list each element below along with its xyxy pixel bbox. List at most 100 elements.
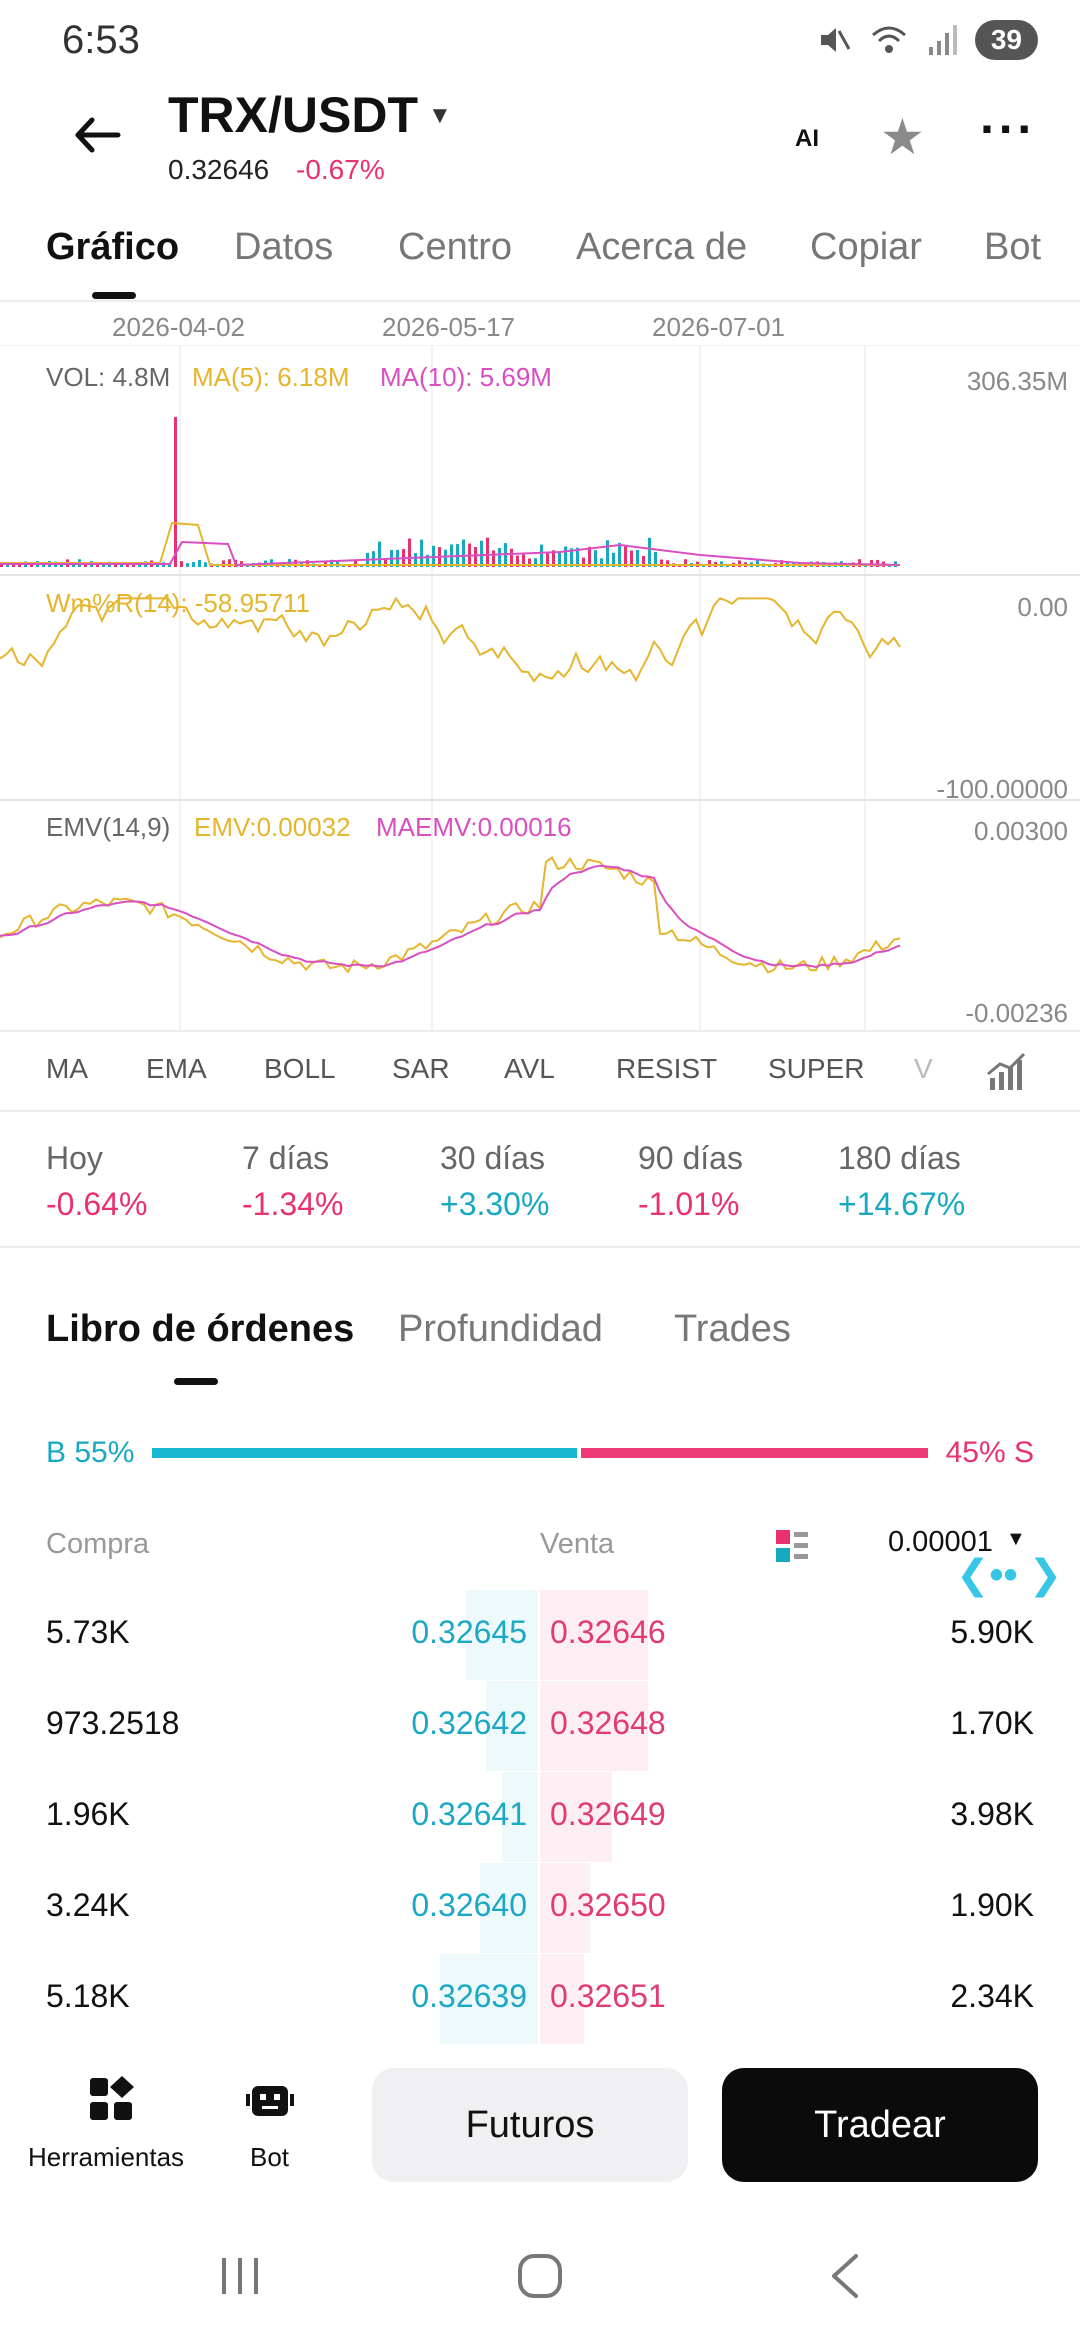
ask-depth-bar (540, 1954, 584, 2044)
back-arrow-icon[interactable] (68, 110, 128, 160)
table-row[interactable]: 973.2518 0.32642 0.32648 1.70K (0, 1681, 1080, 1771)
recent-apps-icon[interactable] (218, 2254, 262, 2298)
vol-axis-max: 306.35M (966, 366, 1068, 396)
tab-trades[interactable]: Trades (674, 1308, 791, 1350)
ask-price[interactable]: 0.32648 (550, 1705, 666, 1741)
volume-bar (708, 560, 711, 567)
bid-price[interactable]: 0.32645 (411, 1614, 527, 1650)
perf-value-7d: -1.34% (242, 1186, 344, 1222)
divider (0, 1110, 1080, 1112)
table-row[interactable]: 1.96K 0.32641 0.32649 3.98K (0, 1772, 1080, 1862)
indicator-v[interactable]: V (914, 1053, 933, 1084)
home-icon[interactable] (516, 2252, 564, 2300)
tab-bot[interactable]: Bot (984, 226, 1042, 268)
tab-grafico[interactable]: Gráfico (46, 226, 180, 268)
pair-selector[interactable]: TRX/USDT (168, 87, 418, 143)
indicator-ma[interactable]: MA (46, 1053, 88, 1084)
volume-bar (222, 560, 225, 567)
volume-bar (570, 548, 573, 567)
volume-bar (180, 561, 183, 567)
volume-bar (384, 558, 387, 567)
volume-bar (324, 560, 327, 567)
perf-label-30d: 30 días (440, 1140, 545, 1176)
indicator-super[interactable]: SUPER (768, 1053, 865, 1084)
tab-datos[interactable]: Datos (234, 226, 334, 268)
ask-price[interactable]: 0.32649 (550, 1796, 666, 1832)
volume-bar (576, 547, 579, 567)
volume-bar (546, 552, 549, 567)
volume-bar (588, 546, 591, 567)
tools-label[interactable]: Herramientas (28, 2142, 185, 2172)
divider (0, 1030, 1080, 1032)
bot-icon[interactable] (246, 2080, 294, 2120)
volume-bar (552, 550, 555, 567)
ask-price[interactable]: 0.32650 (550, 1887, 666, 1923)
bid-price[interactable]: 0.32640 (411, 1887, 527, 1923)
tab-centro[interactable]: Centro (398, 226, 513, 268)
table-row[interactable]: 5.73K 0.32645 0.32646 5.90K (0, 1590, 1080, 1680)
caret-down-icon[interactable]: ▼ (428, 102, 452, 129)
volume-bar (30, 563, 33, 567)
status-time: 6:53 (62, 18, 140, 62)
futures-button[interactable]: Futuros (372, 2068, 688, 2182)
volume-bar (606, 540, 609, 567)
volume-bar (174, 417, 177, 567)
bid-price[interactable]: 0.32642 (411, 1705, 527, 1741)
bot-label[interactable]: Bot (250, 2142, 290, 2172)
ai-assistant-icon[interactable]: AI (795, 125, 819, 152)
tab-orderbook[interactable]: Libro de órdenes (46, 1308, 355, 1350)
volume-bar (660, 559, 663, 567)
volume-bar (594, 550, 597, 567)
indicator-sar[interactable]: SAR (392, 1053, 450, 1084)
ask-amount: 1.90K (950, 1887, 1034, 1923)
ask-amount: 3.98K (950, 1796, 1034, 1832)
volume-bar (72, 564, 75, 567)
precision-selector[interactable]: 0.00001 (888, 1526, 993, 1558)
volume-bar (168, 564, 171, 567)
indicator-boll[interactable]: BOLL (264, 1053, 336, 1084)
indicator-ema[interactable]: EMA (146, 1053, 207, 1084)
volume-bar (96, 563, 99, 567)
volume-bar (618, 542, 621, 567)
wmr-axis-bottom: -100.00000 (936, 774, 1068, 804)
layout-toggle-icon[interactable] (774, 1528, 810, 1564)
table-row[interactable]: 3.24K 0.32640 0.32650 1.90K (0, 1863, 1080, 1953)
tab-copiar[interactable]: Copiar (810, 226, 922, 268)
indicator-settings-icon[interactable] (984, 1050, 1030, 1096)
table-row[interactable]: 5.18K 0.32639 0.32651 2.34K (0, 1954, 1080, 2044)
indicator-resist[interactable]: RESIST (616, 1053, 718, 1084)
tab-acerca-de[interactable]: Acerca de (576, 226, 748, 268)
ask-depth-bar (540, 1863, 590, 1953)
favorite-star-icon[interactable]: ★ (880, 109, 925, 165)
divider (0, 300, 1080, 302)
volume-bar (18, 564, 21, 567)
volume-bar (684, 559, 687, 567)
volume-bar (474, 547, 477, 567)
volume-bar (738, 560, 741, 567)
bid-price[interactable]: 0.32639 (411, 1978, 527, 2014)
tab-depth[interactable]: Profundidad (398, 1308, 603, 1350)
volume-bar (186, 563, 189, 567)
indicator-avl[interactable]: AVL (504, 1053, 555, 1084)
volume-bar (666, 560, 669, 567)
bid-price[interactable]: 0.32641 (411, 1796, 527, 1832)
divider (0, 1246, 1080, 1248)
ask-price[interactable]: 0.32646 (550, 1614, 666, 1650)
pair-change: -0.67% (296, 154, 385, 185)
more-options-icon[interactable]: ··· (980, 101, 1036, 157)
indicator-charts[interactable] (0, 345, 1080, 1030)
ask-price[interactable]: 0.32651 (550, 1978, 666, 2014)
volume-bar (6, 564, 9, 567)
status-icons: 39 (817, 20, 1038, 60)
volume-bar (444, 549, 447, 567)
back-nav-icon[interactable] (826, 2252, 866, 2300)
floating-assistant-icon[interactable]: ❮•• ❯ (956, 1553, 1063, 1597)
perf-value-180d: +14.67% (838, 1186, 966, 1222)
maemv-value-label: MAEMV:0.00016 (376, 812, 572, 842)
ask-amount: 2.34K (950, 1978, 1034, 2014)
caret-down-icon[interactable]: ▼ (1006, 1528, 1026, 1550)
ask-depth-bar (540, 1590, 648, 1680)
tools-icon[interactable] (88, 2076, 134, 2122)
trade-button[interactable]: Tradear (722, 2068, 1038, 2182)
emv-label: EMV(14,9) (46, 812, 171, 842)
